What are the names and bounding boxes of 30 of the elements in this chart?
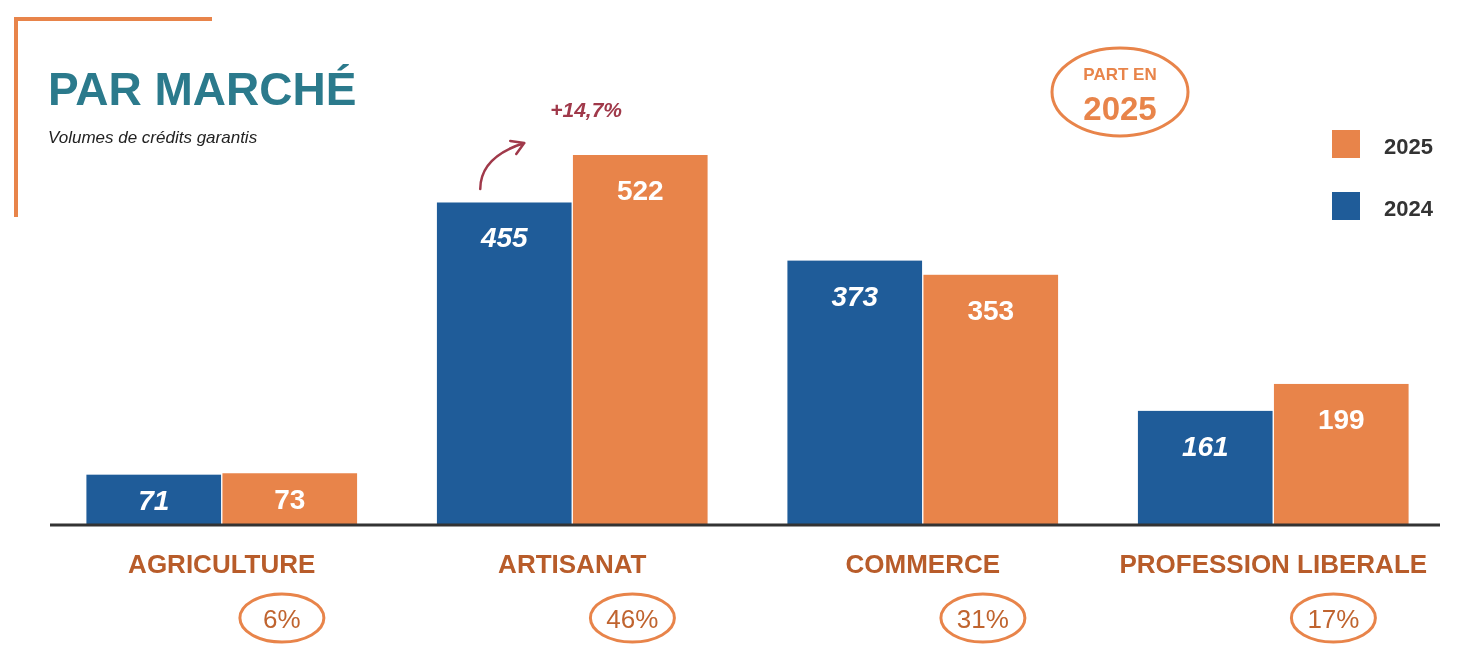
bar — [1137, 410, 1273, 525]
bar — [436, 202, 572, 525]
bar — [923, 274, 1059, 525]
bar — [1273, 383, 1409, 525]
text: 31% — [956, 604, 1009, 634]
bar — [222, 473, 358, 525]
text: PART EN 2025 — [1083, 65, 1157, 127]
x-tick-label: AGRICULTURE — [128, 549, 316, 580]
bar — [86, 474, 222, 525]
legend-label: 2024 — [1384, 196, 1434, 221]
text: 46% — [606, 604, 659, 634]
x-tick-label: ARTISANAT — [498, 549, 647, 580]
text: 6% — [263, 604, 301, 634]
annotation: +14,7% — [550, 98, 623, 121]
data-label: 71 — [138, 484, 170, 516]
chart-title: PAR MARCHÉ — [48, 63, 357, 115]
x-tick-label: PROFESSION LIBERALE — [1119, 549, 1428, 580]
data-label: 353 — [967, 294, 1015, 326]
data-label: 73 — [274, 484, 306, 516]
x-tick-label: COMMERCE — [845, 549, 1001, 580]
data-label: 522 — [616, 175, 664, 206]
bar — [787, 260, 923, 525]
data-label: 161 — [1181, 430, 1229, 462]
data-label: 373 — [831, 280, 879, 312]
legend-label: 2025 — [1384, 134, 1433, 159]
bar — [572, 155, 708, 525]
data-label: 455 — [479, 222, 529, 254]
text: 17% — [1307, 604, 1360, 634]
data-label: 199 — [1317, 403, 1365, 435]
chart-subtitle: Volumes de crédits garantis — [48, 128, 258, 147]
